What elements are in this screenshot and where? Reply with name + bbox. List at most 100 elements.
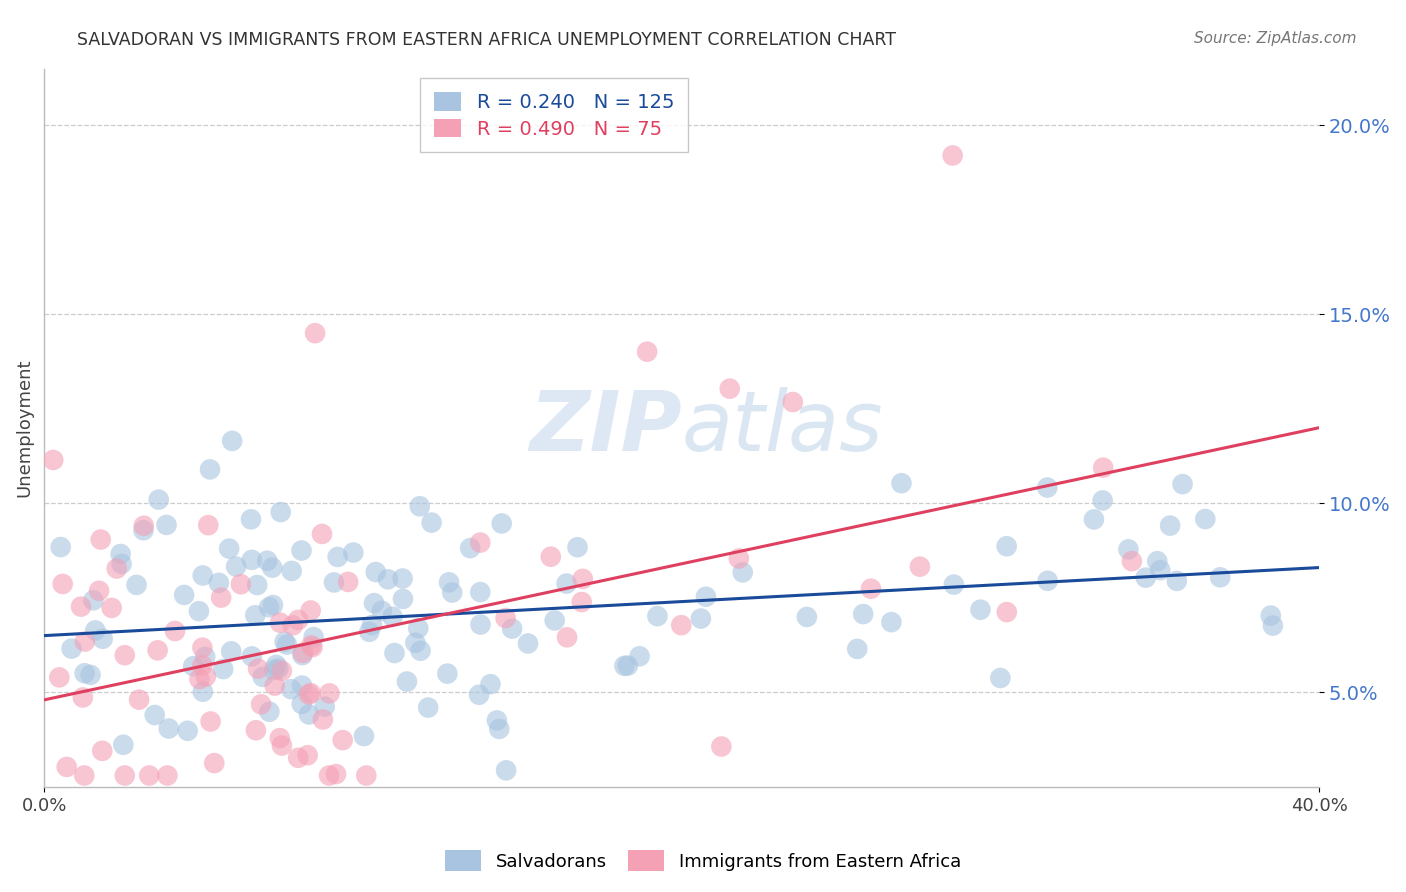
Point [262,560,284,574]
Point [188,672,211,686]
Point [157,722,180,736]
Point [225,559,247,574]
Point [191,684,214,698]
Point [1146,554,1168,568]
Point [298,707,321,722]
Point [731,566,754,580]
Point [247,662,270,676]
Point [1118,542,1140,557]
Point [364,565,387,579]
Point [995,539,1018,553]
Point [125,578,148,592]
Point [198,462,221,476]
Point [571,595,593,609]
Point [908,559,931,574]
Point [291,646,314,660]
Point [613,658,636,673]
Point [209,591,232,605]
Point [239,512,262,526]
Point [491,516,513,531]
Point [194,670,217,684]
Point [311,527,333,541]
Point [695,590,717,604]
Point [191,658,214,673]
Point [87,583,110,598]
Point [110,557,132,571]
Point [263,663,285,677]
Point [1159,518,1181,533]
Point [337,574,360,589]
Point [132,523,155,537]
Point [212,662,235,676]
Point [332,733,354,747]
Point [240,649,263,664]
Legend: R = 0.240   N = 125, R = 0.490   N = 75: R = 0.240 N = 125, R = 0.490 N = 75 [420,78,688,153]
Point [299,639,322,653]
Point [942,577,965,591]
Text: atlas: atlas [682,387,883,468]
Point [1171,477,1194,491]
Point [221,434,243,448]
Point [82,593,104,607]
Point [176,723,198,738]
Point [208,575,231,590]
Point [72,690,94,705]
Point [846,641,869,656]
Point [271,739,294,753]
Point [1149,563,1171,577]
Point [298,688,321,702]
Point [470,617,492,632]
Point [276,638,298,652]
Point [70,599,93,614]
Point [1166,574,1188,588]
Point [312,713,335,727]
Point [73,768,96,782]
Point [488,722,510,736]
Point [859,582,882,596]
Point [42,453,65,467]
Point [270,505,292,519]
Point [689,611,711,625]
Point [555,630,578,644]
Point [890,476,912,491]
Point [356,768,378,782]
Point [796,610,818,624]
Y-axis label: Unemployment: Unemployment [15,359,32,497]
Point [470,585,492,599]
Point [314,699,336,714]
Point [128,692,150,706]
Point [671,618,693,632]
Point [299,603,322,617]
Point [1260,608,1282,623]
Point [270,664,292,678]
Point [262,598,284,612]
Point [1091,493,1114,508]
Point [468,688,491,702]
Point [969,603,991,617]
Point [995,605,1018,619]
Point [246,578,269,592]
Point [299,686,322,700]
Point [1209,570,1232,584]
Point [470,535,492,549]
Point [517,636,540,650]
Point [91,744,114,758]
Point [90,533,112,547]
Point [395,674,418,689]
Point [571,572,593,586]
Point [202,756,225,770]
Point [273,634,295,648]
Point [264,657,287,672]
Point [156,768,179,782]
Point [495,764,517,778]
Point [291,648,314,662]
Point [501,622,523,636]
Point [391,572,413,586]
Text: SALVADORAN VS IMMIGRANTS FROM EASTERN AFRICA UNEMPLOYMENT CORRELATION CHART: SALVADORAN VS IMMIGRANTS FROM EASTERN AF… [77,31,897,49]
Point [301,640,323,654]
Point [406,621,429,635]
Point [325,767,347,781]
Point [291,679,314,693]
Point [617,658,640,673]
Point [304,326,326,341]
